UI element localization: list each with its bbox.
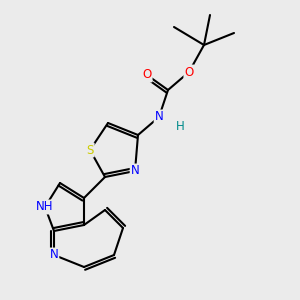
Text: N: N xyxy=(130,164,140,178)
Text: O: O xyxy=(142,68,152,82)
Text: O: O xyxy=(184,65,194,79)
Text: NH: NH xyxy=(36,200,54,214)
Text: H: H xyxy=(176,119,184,133)
Text: N: N xyxy=(154,110,164,124)
Text: N: N xyxy=(50,248,58,262)
Text: S: S xyxy=(86,143,94,157)
